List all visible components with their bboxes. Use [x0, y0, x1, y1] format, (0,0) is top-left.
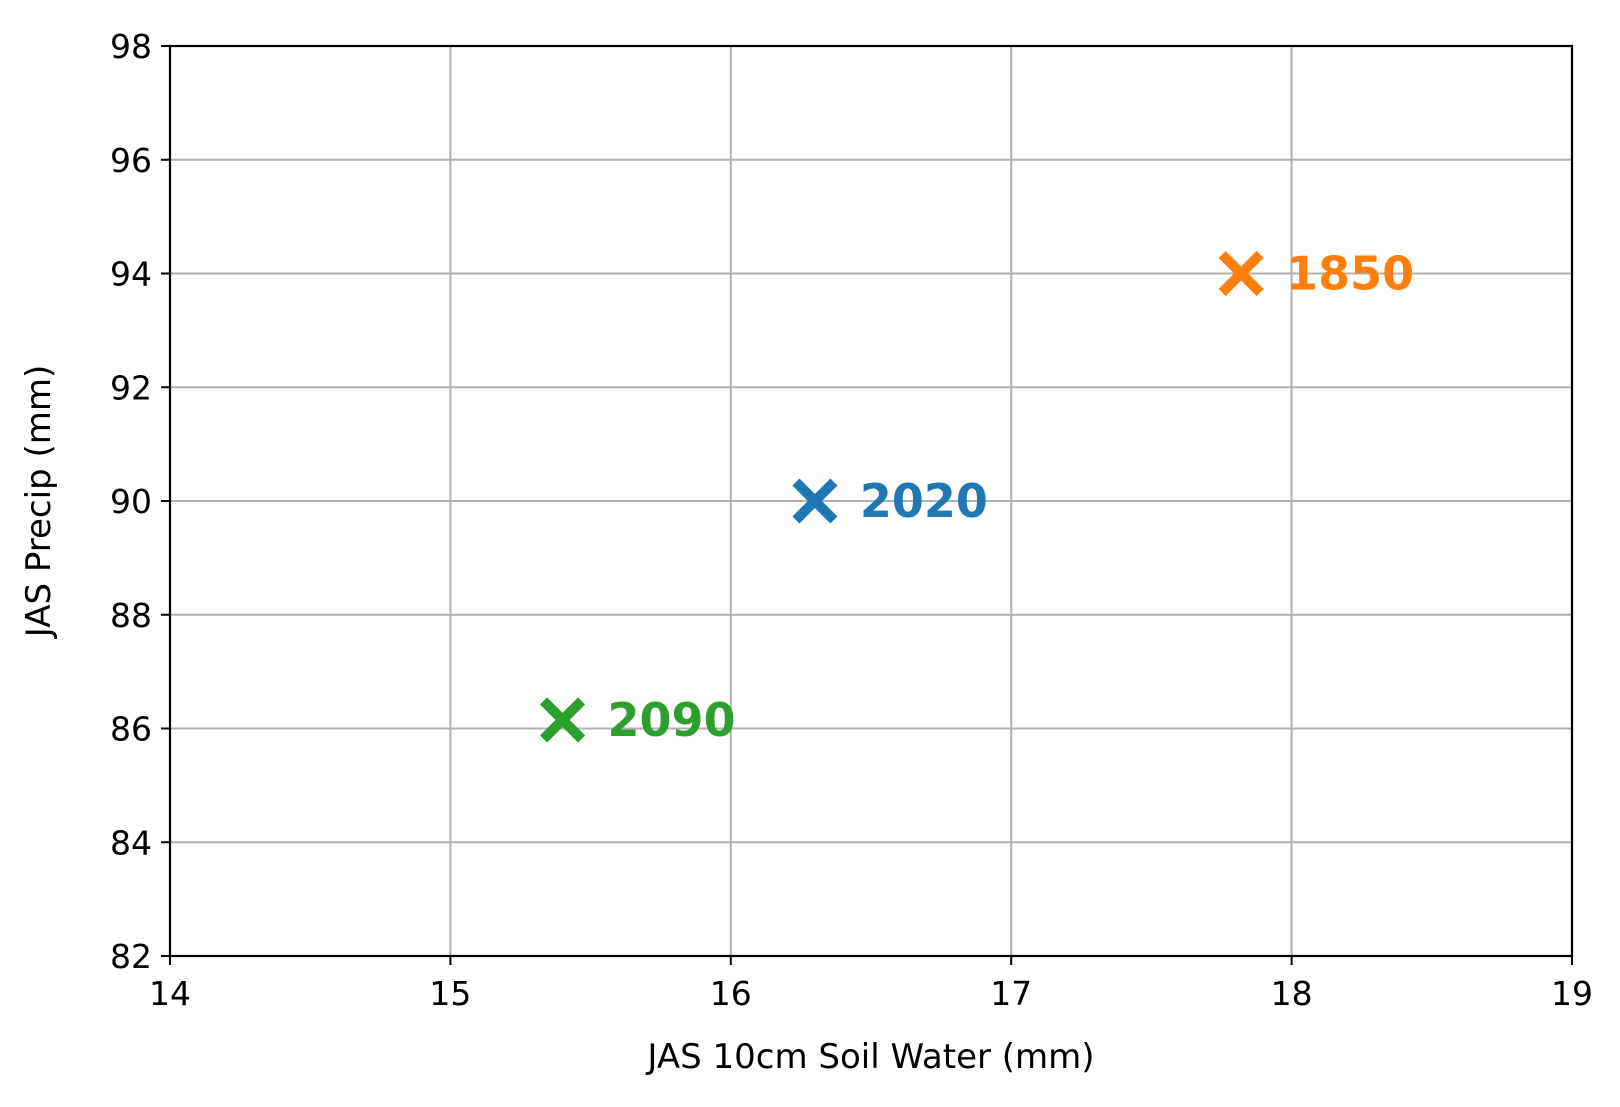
y-tick-label: 86: [110, 710, 152, 749]
x-marker: [792, 478, 838, 524]
data-points: 1850 2020 2090: [540, 247, 1414, 747]
data-point: 2020: [792, 474, 988, 528]
y-tick-label: 92: [110, 368, 152, 407]
data-point: 1850: [1218, 247, 1414, 301]
point-label: 2090: [608, 693, 736, 747]
y-tick-label: 96: [110, 141, 152, 180]
point-label: 2020: [860, 474, 988, 528]
point-label: 1850: [1286, 247, 1414, 301]
plot-frame: [168, 44, 1574, 958]
y-tick-label: 84: [110, 823, 152, 862]
axis-ticks: 14 15 16 17 18 19 82 84 86 88 90 92 94 96 98: [110, 27, 1593, 1013]
x-tick-label: 17: [990, 974, 1032, 1013]
x-marker: [1218, 250, 1264, 297]
y-tick-label: 90: [110, 482, 152, 521]
x-axis-label: JAS 10cm Soil Water (mm): [645, 1037, 1094, 1077]
x-tick-label: 18: [1271, 974, 1313, 1013]
x-tick-label: 16: [710, 974, 752, 1013]
x-tick-label: 19: [1551, 974, 1593, 1013]
x-tick-label: 14: [149, 974, 191, 1013]
x-marker: [540, 697, 586, 743]
y-tick-label: 88: [110, 596, 152, 635]
y-axis-label: JAS Precip (mm): [19, 365, 59, 639]
y-tick-label: 82: [110, 937, 152, 976]
x-tick-label: 15: [429, 974, 471, 1013]
y-tick-label: 94: [110, 255, 152, 294]
data-point: 2090: [540, 693, 736, 747]
y-tick-label: 98: [110, 27, 152, 66]
